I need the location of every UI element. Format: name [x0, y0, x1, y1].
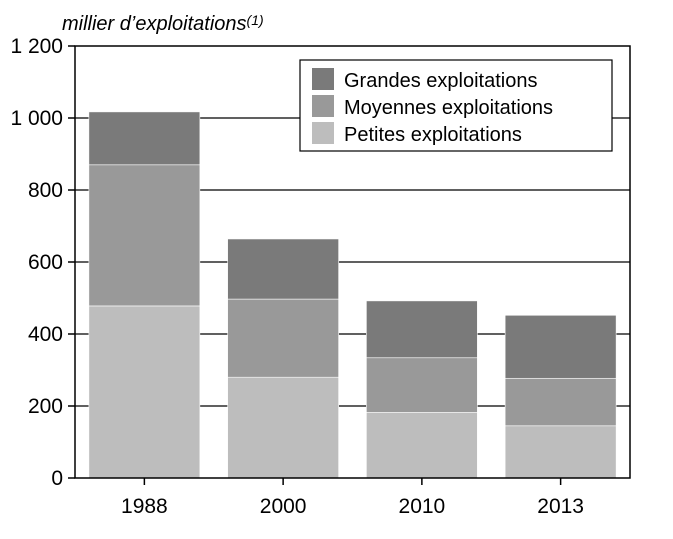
- bar-segment: [88, 305, 201, 479]
- bar-segment: [366, 300, 478, 359]
- y-tick-label: 600: [28, 251, 63, 274]
- x-axis: 1988 2000 2010 2013: [121, 478, 584, 518]
- legend-box: [299, 59, 613, 152]
- bar-segment: [504, 377, 617, 427]
- bar-segment: [366, 412, 478, 479]
- y-axis-label-note: (1): [247, 12, 264, 28]
- y-tick-label: 800: [28, 179, 63, 202]
- y-tick-label: 1 200: [10, 35, 63, 58]
- y-axis: 0 200 400 600 800 1 000 1 200: [10, 35, 75, 490]
- y-axis-label-text: millier d’exploitations: [62, 13, 247, 35]
- y-axis-label: millier d’exploitations(1): [62, 12, 264, 35]
- legend-label: Petites exploitations: [344, 124, 522, 146]
- bar-segment: [366, 357, 478, 413]
- bar-segment: [88, 164, 201, 307]
- x-tick-label: 2010: [399, 495, 446, 518]
- bar-segment: [227, 298, 339, 378]
- legend: Grandes exploitations Moyennes exploitati…: [299, 59, 613, 152]
- bar-segment: [88, 111, 201, 166]
- bar-segment: [227, 376, 339, 479]
- legend-swatch: [312, 68, 334, 90]
- legend-swatch: [312, 95, 334, 117]
- y-tick-label: 400: [28, 323, 63, 346]
- x-tick-label: 1988: [121, 495, 168, 518]
- y-tick-label: 1 000: [10, 107, 63, 130]
- y-tick-label: 200: [28, 395, 63, 418]
- legend-swatch: [312, 122, 334, 144]
- x-tick-label: 2000: [260, 495, 307, 518]
- bar-segment: [227, 238, 339, 300]
- x-tick-label: 2013: [537, 495, 584, 518]
- bar-segment: [504, 314, 617, 379]
- bars: [88, 111, 617, 479]
- bar-segment: [504, 425, 617, 479]
- legend-label: Moyennes exploitations: [344, 97, 553, 119]
- y-tick-label: 0: [51, 467, 63, 490]
- legend-label: Grandes exploitations: [344, 70, 537, 92]
